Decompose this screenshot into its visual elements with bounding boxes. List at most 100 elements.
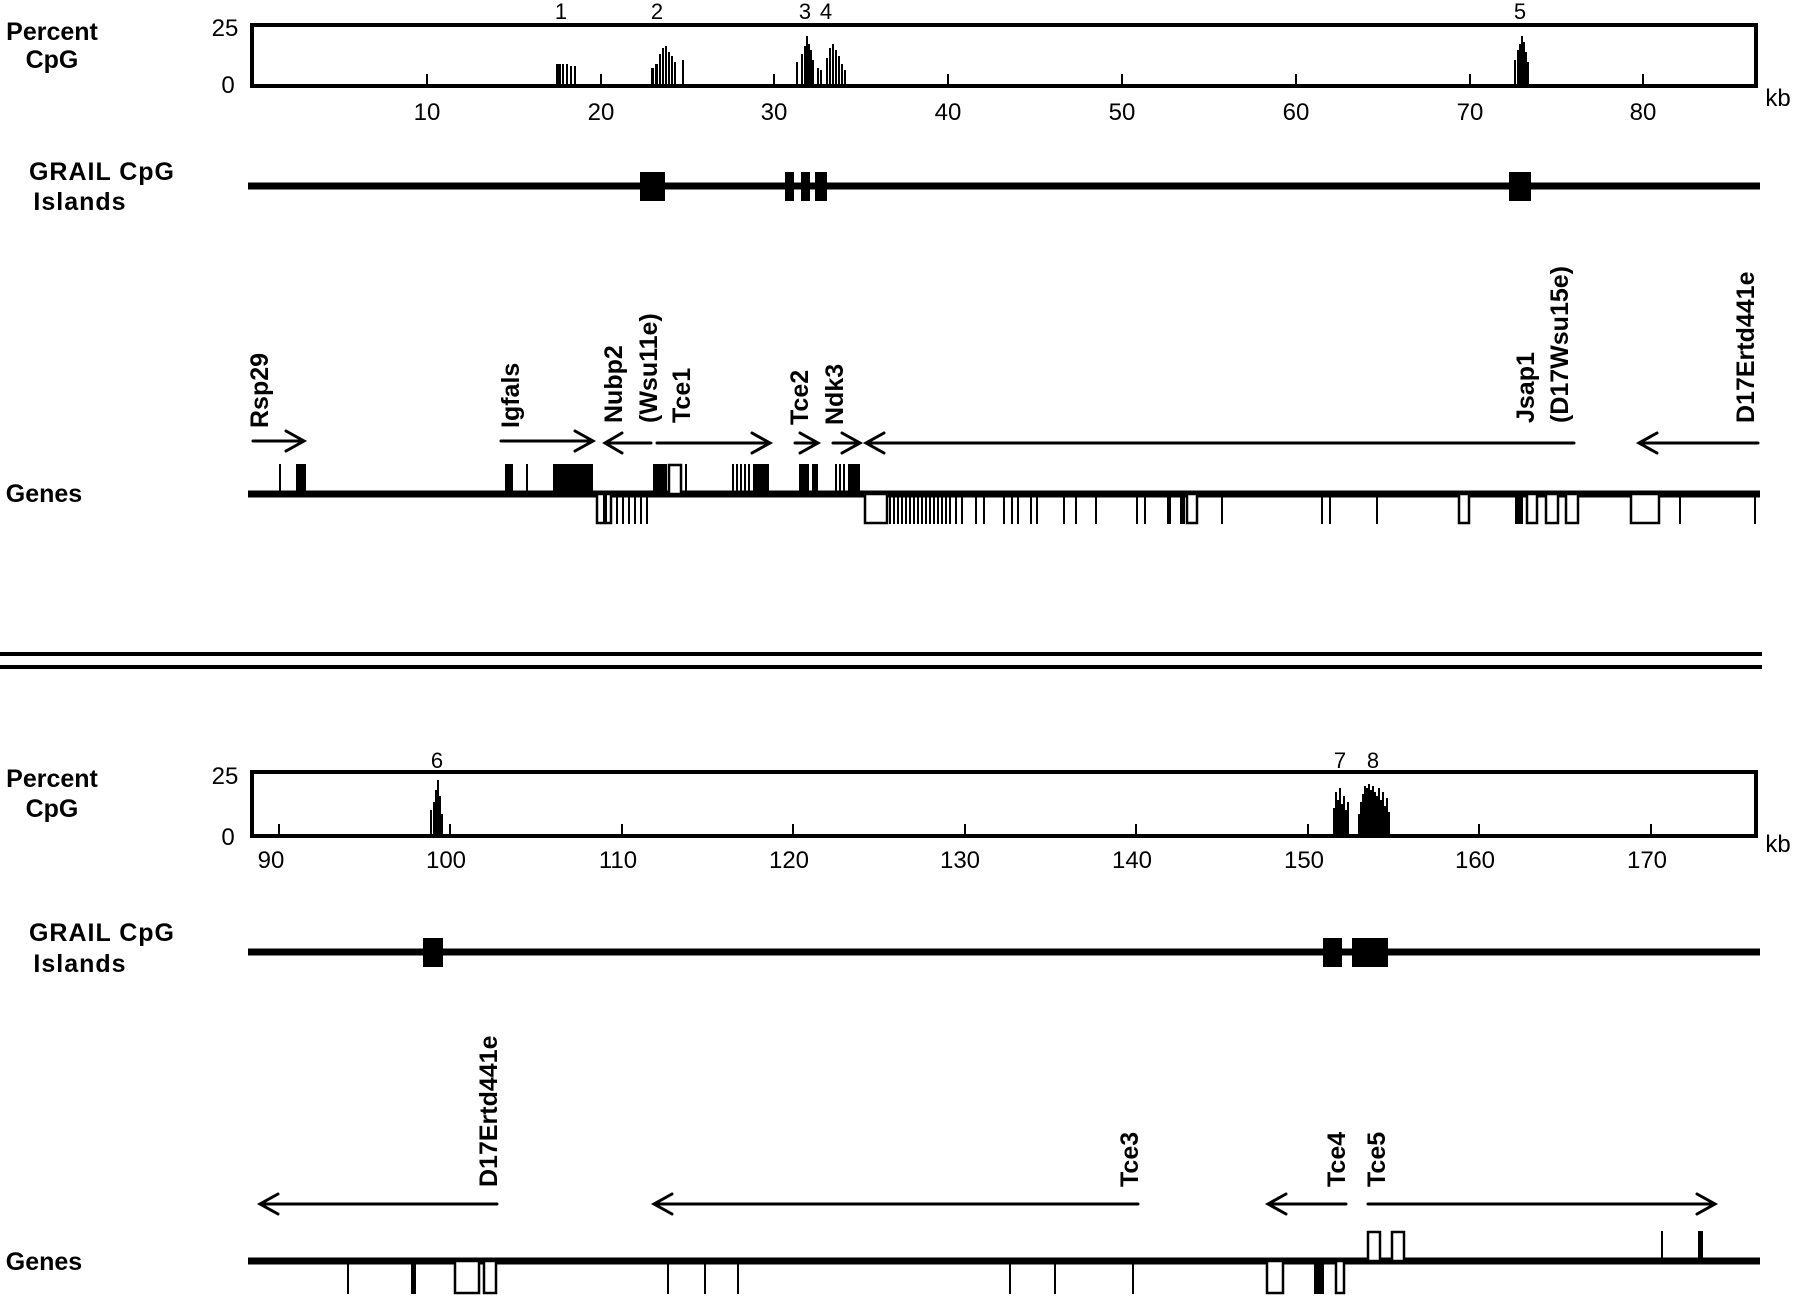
cpg-peak-bar	[1341, 804, 1343, 836]
grail-cpg-label-line2: Islands	[33, 950, 126, 978]
cpg-peak-bar	[1337, 800, 1339, 836]
cpg-peak-bar	[430, 810, 432, 836]
cpg-peak-bar	[1347, 802, 1349, 836]
cpg-peak-bar	[570, 66, 572, 86]
cpg-peak-bar	[437, 780, 439, 836]
x-tick-label: 10	[414, 99, 441, 126]
cpg-peak-bar	[439, 796, 441, 836]
exon-filled	[653, 464, 667, 494]
x-tick-label: 160	[1455, 847, 1495, 874]
grail-island	[1323, 938, 1342, 967]
exon-open	[1334, 1259, 1346, 1295]
x-tick-label: 50	[1109, 99, 1136, 126]
cpg-peak-bar	[1362, 794, 1364, 836]
gene-name-wsu11e: (Wsu11e)	[635, 313, 663, 423]
x-tick-label: 20	[588, 99, 615, 126]
arrow-left-icon	[1264, 1192, 1348, 1216]
gene-name-rsp29: Rsp29	[246, 353, 274, 428]
peak-number: 5	[1514, 0, 1526, 24]
peak-number: 2	[651, 0, 663, 24]
cpg-peak-bar	[659, 54, 661, 86]
y-tick-0: 0	[221, 72, 234, 99]
cpg-peak-bar	[1358, 814, 1360, 836]
cpg-peak-bar	[826, 58, 828, 86]
cpg-peak-bar	[1376, 796, 1378, 836]
gene-name-tce1: Tce1	[668, 368, 696, 423]
gene-direction-arrows	[251, 429, 1760, 455]
exons	[347, 1230, 1703, 1295]
grail-island	[1509, 172, 1531, 201]
cpg-peak-bar	[674, 62, 676, 86]
cpg-peak-bar	[665, 46, 667, 86]
cpg-peak-bar	[835, 50, 837, 86]
y-tick-0: 0	[221, 824, 234, 851]
cpg-peak-bar	[812, 60, 814, 86]
cpg-peak-bar	[1364, 786, 1366, 836]
gene-name-igfals: Igfals	[497, 363, 525, 428]
grail-island	[640, 172, 665, 201]
cpg-peak-bar	[1372, 786, 1374, 836]
x-tick-label: 100	[426, 847, 466, 874]
gene-direction-arrows	[256, 1192, 1719, 1216]
cpg-peak-bar	[1523, 42, 1525, 86]
cpg-peak-bar	[1370, 790, 1372, 836]
arrow-right-icon	[499, 429, 597, 453]
cpg-peak-bar	[1345, 810, 1347, 836]
cpg-peak-bar	[808, 44, 810, 86]
cpg-peak-bar	[668, 52, 670, 86]
genes-label: Genes	[6, 480, 82, 508]
cpg-peak-bar	[1333, 808, 1335, 836]
exon-filled	[812, 464, 818, 494]
exon-filled	[753, 464, 769, 494]
arrow-left-icon	[650, 1192, 1140, 1216]
arrow-right-icon	[1366, 1192, 1719, 1216]
gene-name-nubp2: Nubp2	[600, 345, 628, 423]
exon-open	[1457, 492, 1471, 525]
exon-open	[1629, 492, 1661, 525]
grail-cpg-label-line1: GRAIL CpG	[29, 919, 175, 947]
cpg-peak-bar	[562, 64, 564, 86]
cpg-peak-bar	[682, 60, 684, 86]
arrow-right-icon	[655, 431, 774, 455]
gene-name-d17wsu15e: (D17Wsu15e)	[1546, 266, 1574, 423]
cpg-peak-bar	[433, 802, 435, 836]
gene-name-tce5: Tce5	[1363, 1132, 1391, 1187]
arrow-right-icon	[831, 431, 864, 455]
x-tick-label: 140	[1112, 847, 1152, 874]
grail-island	[801, 172, 810, 201]
exon-filled	[1698, 1231, 1703, 1261]
gene-name-tce4: Tce4	[1323, 1132, 1351, 1187]
cpg-peak-bar	[441, 814, 443, 836]
grail-island	[423, 938, 443, 967]
exon-filled	[411, 1261, 416, 1294]
percent-cpg-label-line1: Percent	[6, 765, 98, 793]
x-tick-label: 70	[1457, 99, 1484, 126]
panel-2: Percent CpG 25 0 90 100 110 120 130 140 …	[6, 748, 1791, 1295]
x-tick-label: 30	[761, 99, 788, 126]
x-tick-label: 170	[1627, 847, 1667, 874]
cpg-peak-bar	[1517, 50, 1519, 86]
x-tick-label: 90	[258, 847, 285, 874]
exon-open	[1265, 1259, 1285, 1295]
grail-island	[815, 172, 827, 201]
grail-cpg-label-line1: GRAIL CpG	[29, 158, 175, 186]
peak-number: 6	[431, 748, 443, 773]
gene-name-jsap1: Jsap1	[1512, 352, 1540, 423]
exon-open	[1366, 1230, 1382, 1263]
exon-filled	[603, 494, 607, 524]
gene-name-d17ertd441e: D17Ertd441e	[1732, 271, 1760, 423]
cpg-peak-bar	[1374, 792, 1376, 836]
cpg-peak-bar	[841, 64, 843, 86]
grail-islands	[423, 938, 1388, 967]
exon-filled	[553, 464, 593, 494]
panel-1: Percent CpG 25 0 10 20 30 40 50 60 70 80…	[6, 0, 1791, 525]
arrow-right-icon	[793, 431, 822, 455]
cpg-peak-bar	[1384, 806, 1386, 836]
cpg-peaks	[556, 36, 1529, 86]
x-tick-label: 110	[599, 847, 637, 874]
gene-name-tce3: Tce3	[1116, 1132, 1144, 1187]
exon-open	[482, 1259, 498, 1295]
cpg-peak-bar	[1343, 796, 1345, 836]
exon-filled	[1167, 494, 1171, 524]
